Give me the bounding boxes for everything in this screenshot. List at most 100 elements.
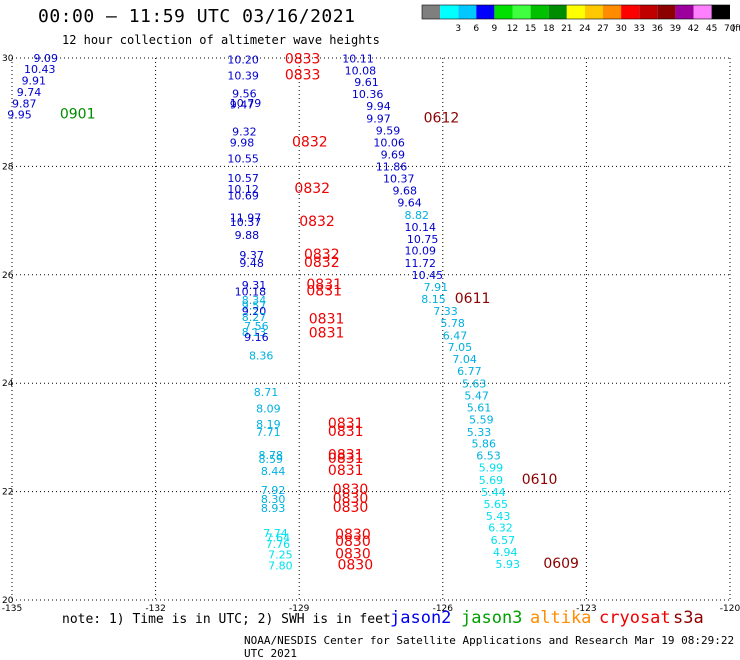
longitude-label: -135: [2, 604, 22, 614]
pass-time-label: 0832: [304, 247, 340, 263]
wave-height-label: 9.88: [235, 229, 260, 242]
wave-height-label: 10.06: [373, 136, 405, 149]
wave-height-label: 6.47: [443, 329, 468, 342]
color-scale-tick: 39: [670, 24, 682, 34]
wave-height-label: 9.91: [22, 75, 47, 88]
wave-height-label: 11.97: [230, 212, 262, 225]
wave-height-label: 6.77: [457, 365, 482, 378]
wave-height-label: 9.94: [366, 100, 391, 113]
pass-time-label: 0831: [306, 277, 342, 293]
wave-height-label: 9.56: [232, 88, 256, 101]
pass-time-label: 0609: [543, 556, 579, 572]
wave-height-label: 10.37: [383, 173, 415, 186]
pass-time-label: 0830: [333, 500, 369, 516]
satellite-jason3: jason3: [461, 608, 523, 628]
page-title: 00:00 – 11:59 UTC 03/16/2021: [38, 6, 356, 27]
wave-height-label: 10.20: [227, 53, 259, 66]
wave-height-label: 9.32: [232, 126, 256, 139]
latitude-label: 22: [2, 488, 13, 498]
pass-time-label: 0830: [333, 482, 369, 498]
wave-height-label: 11.72: [405, 257, 437, 270]
wave-height-label: 8.09: [256, 402, 281, 415]
wave-height-label: 7.71: [256, 426, 281, 439]
pass-time-label: 0832: [299, 214, 335, 230]
wave-height-label: 10.39: [227, 70, 259, 83]
color-swatch: [476, 5, 495, 19]
wave-height-label: 9.64: [397, 197, 422, 210]
wave-height-label: 7.76: [266, 538, 291, 551]
longitude-label: -120: [720, 604, 740, 614]
wave-height-label: 5.78: [440, 317, 465, 330]
longitude-label: -123: [576, 604, 596, 614]
wave-height-label: 5.43: [486, 510, 511, 523]
pass-time-label: 0830: [335, 534, 371, 550]
pass-time-label: 0832: [294, 181, 330, 197]
pass-time-label: 0830: [335, 527, 371, 543]
color-swatch: [422, 5, 441, 19]
wave-height-label: 10.11: [342, 52, 374, 65]
wave-height-label: 9.09: [34, 52, 59, 65]
footer-note: note: 1) Time is in UTC; 2) SWH is in fe…: [62, 612, 391, 627]
color-swatch: [657, 5, 676, 19]
wave-height-label: 8.78: [259, 449, 284, 462]
wave-height-label: 10.36: [352, 88, 384, 101]
color-swatch: [621, 5, 640, 19]
page-subtitle: 12 hour collection of altimeter wave hei…: [62, 33, 380, 47]
wave-height-label: 8.93: [261, 502, 286, 515]
color-scale-tick: 27: [597, 24, 608, 34]
wave-height-label: 9.74: [17, 86, 42, 99]
color-scale-tick: 45: [706, 24, 717, 34]
pass-time-label: 0612: [424, 110, 460, 126]
wave-height-label: 10.55: [227, 153, 259, 166]
color-swatch: [512, 5, 531, 19]
pass-time-label: 0833: [285, 68, 321, 84]
wave-height-label: 7.56: [244, 320, 268, 333]
wave-height-label: 8.34: [242, 294, 267, 307]
color-swatch: [440, 5, 459, 19]
wave-height-label: 10.75: [407, 233, 439, 246]
wave-height-label: 10.18: [235, 285, 267, 298]
wave-height-label: 10.79: [230, 97, 262, 110]
wave-height-label: 4.94: [493, 546, 518, 559]
wave-height-label: 8.15: [421, 293, 446, 306]
wave-height-label: 9.97: [366, 112, 391, 125]
wave-height-label: 8.59: [259, 453, 284, 466]
wave-height-label: 5.86: [472, 438, 497, 451]
wave-height-label: 9.57: [242, 299, 267, 312]
pass-time-label: 0831: [309, 312, 345, 328]
color-swatch: [603, 5, 622, 19]
wave-height-label: 5.99: [479, 462, 504, 475]
pass-time-label: 0830: [337, 558, 373, 574]
wave-height-label: 10.37: [230, 216, 262, 229]
color-swatch: [494, 5, 513, 19]
pass-time-label: 0831: [309, 326, 345, 342]
pass-time-label: 0831: [306, 283, 342, 299]
pass-time-label: 0830: [333, 491, 369, 507]
color-scale-tick: 6: [473, 24, 479, 34]
color-scale-tick: 30: [615, 24, 627, 34]
color-scale-tick: 24: [579, 24, 591, 34]
wave-height-label: 9.48: [239, 257, 264, 270]
wave-height-label: 7.05: [448, 341, 473, 354]
pass-time-label: 0610: [522, 472, 558, 488]
footer-credit: NOAA/NESDIS Center for Satellite Applica…: [244, 634, 735, 660]
color-scale-tick: 12: [507, 24, 518, 34]
color-scale-tick: 3: [455, 24, 461, 34]
pass-time-label: 0833: [285, 51, 321, 67]
color-scale-unit: (ft): [732, 24, 740, 34]
wave-height-label: 8.27: [242, 311, 267, 324]
wave-height-label: 8.82: [405, 209, 430, 222]
wave-height-label: 6.32: [488, 522, 512, 535]
pass-time-label: 0831: [328, 448, 364, 464]
wave-height-label: 10.09: [405, 245, 437, 258]
wave-height-label: 9.31: [242, 279, 267, 292]
wave-height-label: 5.59: [469, 413, 494, 426]
satellite-altika: altika: [530, 608, 592, 628]
wave-height-label: 7.25: [268, 548, 293, 561]
wave-height-label: 7.92: [261, 484, 286, 497]
longitude-label: -126: [433, 604, 454, 614]
wave-height-label: 10.45: [412, 269, 444, 282]
pass-time-label: 0831: [328, 416, 364, 432]
wave-height-label: 7.64: [266, 531, 291, 544]
